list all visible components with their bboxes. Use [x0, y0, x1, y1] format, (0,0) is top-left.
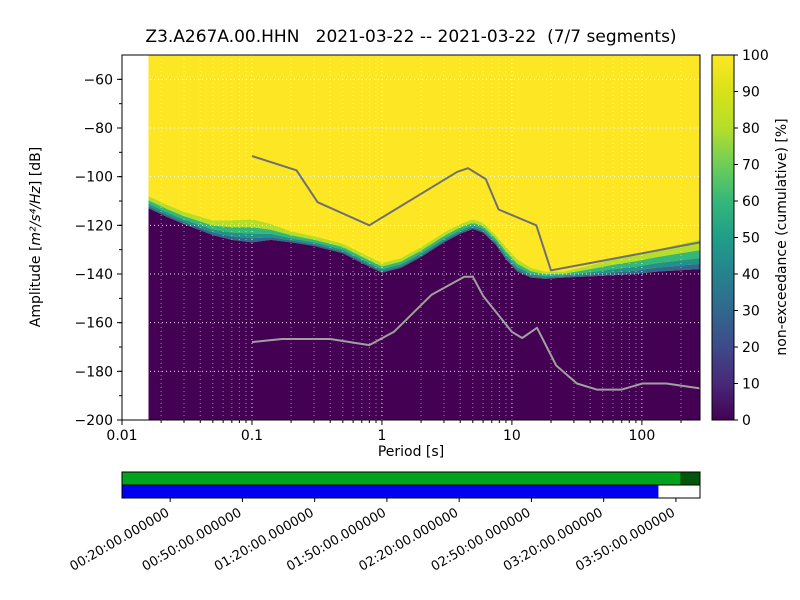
noise-model-high-line — [251, 155, 700, 272]
plot-title: Z3.A267A.00.HHN 2021-03-22 -- 2021-03-22… — [145, 27, 676, 47]
y-tick-label: −160 — [75, 316, 113, 332]
colorbar-tick-label: 20 — [742, 340, 760, 356]
colorbar-tick-label: 50 — [742, 231, 760, 247]
y-axis-label: Amplitude [m²/s⁴/Hz] [dB] — [28, 147, 44, 327]
data-availability-bar-segment — [680, 472, 700, 485]
x-tick-label: 0.1 — [241, 428, 263, 444]
x-tick-label: 10 — [503, 428, 521, 444]
x-axis-label: Period [s] — [378, 444, 444, 460]
noise-models — [251, 155, 700, 391]
colorbar-tick-label: 60 — [742, 194, 760, 210]
colorbar-tick-label: 90 — [742, 85, 760, 101]
psd-distribution — [148, 55, 700, 420]
x-tick-label: 100 — [629, 428, 656, 444]
psd-segments-bar-segment — [122, 485, 659, 498]
y-tick-label: −100 — [75, 170, 113, 186]
y-tick-label: −60 — [83, 72, 113, 88]
x-tick-label: 0.01 — [106, 428, 137, 444]
colorbar: 0 10 20 30 40 50 60 70 80 90 100 — [711, 48, 769, 429]
colorbar-tick-label: 0 — [742, 413, 751, 429]
y-tick-label: −80 — [83, 121, 113, 137]
x-tick-label: 1 — [377, 428, 386, 444]
generated-graphics: 0.01 0.1 1 10 100−200−180−160−140−120−100−80… — [68, 48, 769, 575]
grid-lines — [122, 55, 700, 420]
colorbar-tick-label: 40 — [742, 267, 760, 283]
colorbar-label: non-exceedance (cumulative) [%] — [774, 118, 790, 355]
axes: 0.01 0.1 1 10 100 −200 −180 −160 −140 −120 −100 −80… — [75, 54, 701, 444]
y-tick-label: −180 — [75, 364, 113, 380]
y-tick-label: −120 — [75, 218, 113, 234]
y-tick-label: −140 — [75, 267, 113, 283]
data-availability-bar-segment — [122, 472, 700, 485]
colorbar-tick-label: 30 — [742, 304, 760, 320]
colorbar-tick-label: 80 — [742, 121, 760, 137]
colorbar-tick-label: 100 — [742, 48, 769, 64]
colorbar-tick-label: 10 — [742, 377, 760, 393]
psd-segments-bar-border — [121, 484, 701, 499]
coverage: 00:20:00.00000000:50:00.00000001:20:00.0… — [68, 471, 701, 575]
colorbar-tick-label: 70 — [742, 158, 760, 174]
y-tick-label: −200 — [75, 413, 113, 429]
noise-model-low-line — [251, 275, 700, 391]
